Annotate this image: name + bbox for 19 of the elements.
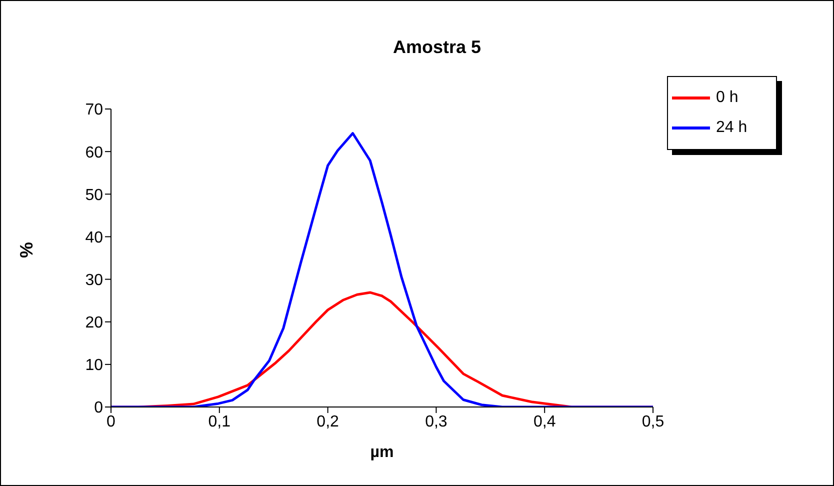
y-tick-label: 30 bbox=[85, 272, 104, 289]
y-tick-label: 0 bbox=[94, 400, 104, 417]
y-tick-label: 50 bbox=[85, 186, 104, 204]
x-tick-label: 0,4 bbox=[533, 413, 556, 430]
y-tick-label: 40 bbox=[85, 229, 104, 246]
x-tick-label: 0,3 bbox=[425, 413, 448, 430]
x-axis-title: µm bbox=[370, 444, 394, 461]
y-tick-label: 60 bbox=[85, 144, 104, 162]
legend-label: 24 h bbox=[716, 118, 748, 138]
chart-title: Amostra 5 bbox=[392, 37, 482, 58]
x-tick-label: 0,1 bbox=[208, 413, 231, 430]
y-tick-label: 70 bbox=[85, 102, 104, 119]
y-tick-label: 10 bbox=[85, 357, 104, 374]
x-tick-label: 0,2 bbox=[316, 413, 340, 430]
x-tick-label: 0 bbox=[106, 413, 116, 430]
x-tick-label: 0,5 bbox=[642, 413, 664, 430]
y-tick-label: 20 bbox=[85, 314, 104, 332]
legend-label: 0 h bbox=[716, 88, 738, 108]
y-axis-title: % bbox=[16, 242, 36, 258]
